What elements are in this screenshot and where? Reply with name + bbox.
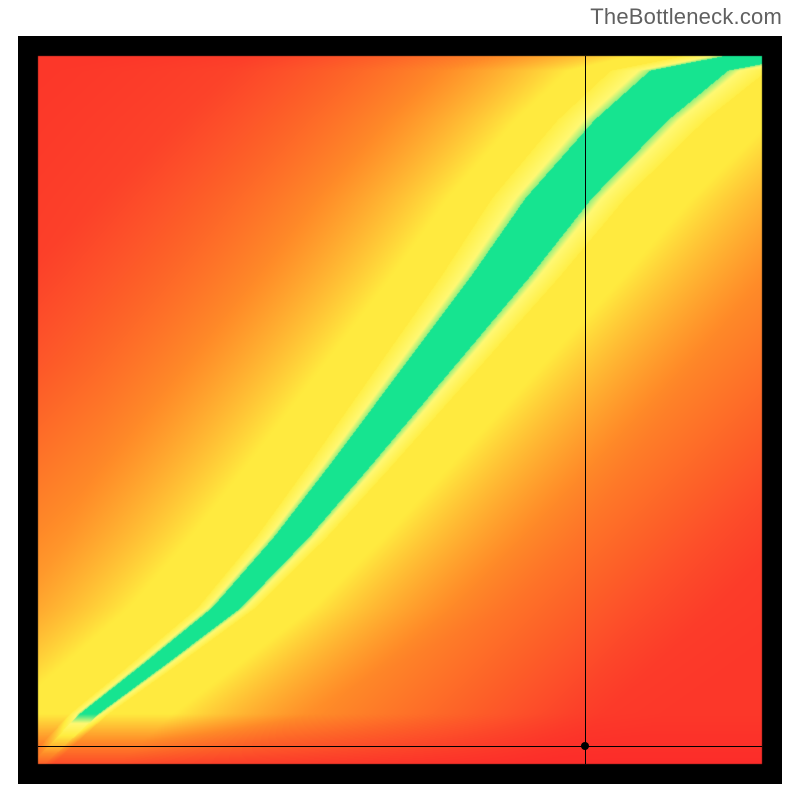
crosshair-horizontal [38,746,762,747]
crosshair-vertical [585,56,586,764]
heatmap-canvas [18,36,782,784]
watermark-text: TheBottleneck.com [590,4,782,30]
crosshair-marker [581,742,589,750]
plot-frame [18,36,782,784]
chart-container: TheBottleneck.com [0,0,800,800]
